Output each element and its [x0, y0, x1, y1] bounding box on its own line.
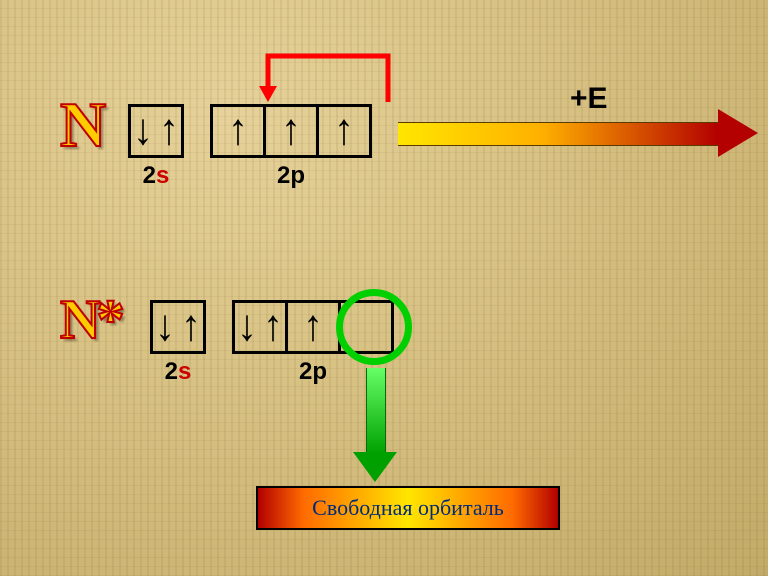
- orbital-box: ↑: [285, 300, 341, 354]
- sublabel-excited-2s: 2s: [150, 358, 206, 386]
- free-orbital-highlight: [336, 289, 412, 365]
- diagram-stage: N↓↑2s↑↑↑2pN*↓↑2s↓↑↑2p+ЕСвободная орбитал…: [0, 0, 768, 576]
- electron-spin-up: ↑: [181, 304, 201, 348]
- orbital-group-excited-2s: ↓↑: [150, 300, 206, 354]
- callout-arrow-head: [353, 452, 397, 482]
- callout-arrow-shaft: [366, 368, 386, 454]
- electron-spin-up: ↑: [303, 304, 323, 348]
- transition-arrow: [0, 0, 768, 300]
- electron-spin-up: ↑: [263, 304, 283, 348]
- electron-spin-down: ↓: [237, 304, 257, 348]
- electron-spin-down: ↓: [155, 304, 175, 348]
- annotation-free-orbital: Свободная орбиталь: [256, 486, 560, 530]
- orbital-box: ↓↑: [232, 300, 288, 354]
- orbital-box: ↓↑: [150, 300, 206, 354]
